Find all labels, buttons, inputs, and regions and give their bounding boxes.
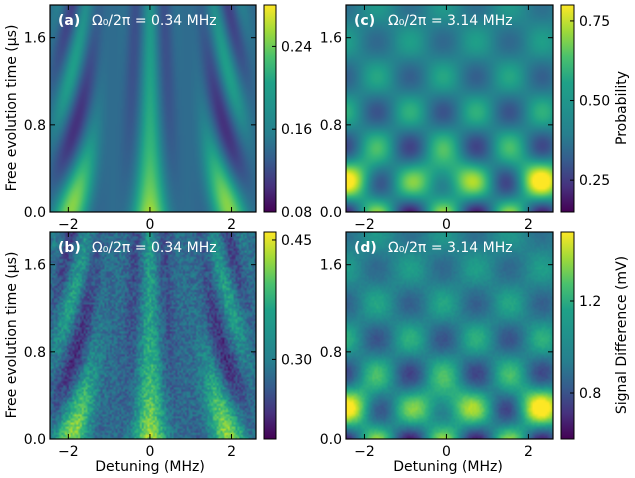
panel-tag-c: (c) xyxy=(354,13,375,29)
colorbar-c xyxy=(560,4,575,213)
x-tick-label-b: 0 xyxy=(145,444,154,460)
y-tick-label-b: 1.6 xyxy=(24,258,46,274)
heatmap-a xyxy=(50,5,256,212)
panel-annotation-d: Ω₀/2π = 3.14 MHz xyxy=(388,240,513,256)
panel-a: −2 0 2 0.0 0.8 1.6 (a) Ω₀/2π = 0.34 MHz 0.08 0.16… xyxy=(24,4,312,233)
heatmap-c xyxy=(346,5,553,212)
y-axis-title-top: Free evolution time (μs) xyxy=(4,25,20,192)
axes-frame-c xyxy=(345,4,554,213)
y-tick-label-d: 0.8 xyxy=(320,345,342,361)
colorbar-a xyxy=(263,4,277,213)
y-axis-title-bottom: Free evolution time (μs) xyxy=(4,252,20,419)
x-tick-label-c: 0 xyxy=(442,217,451,233)
y-tick-label-d: 0.0 xyxy=(320,432,342,448)
y-tick-label-b: 0.0 xyxy=(24,432,46,448)
heatmap-d xyxy=(346,232,553,439)
y-tick-label-c: 0.8 xyxy=(320,118,342,134)
panel-tag-b: (b) xyxy=(58,240,81,256)
colorbar-tick-label-a: 0.08 xyxy=(281,205,312,221)
x-tick-label-c: 2 xyxy=(524,217,533,233)
panel-annotation-a: Ω₀/2π = 0.34 MHz xyxy=(92,13,217,29)
colorbar-tick-label-d: 1.2 xyxy=(579,294,601,310)
colorbar-tick-label-a: 0.24 xyxy=(281,39,312,55)
axes-frame-b xyxy=(49,231,257,440)
colorbar-tick-label-a: 0.16 xyxy=(281,122,312,138)
panel-tag-d: (d) xyxy=(354,240,377,256)
y-tick-label-a: 1.6 xyxy=(24,31,46,47)
y-tick-label-a: 0.0 xyxy=(24,205,46,221)
y-tick-label-c: 0.0 xyxy=(320,205,342,221)
panel-annotation-c: Ω₀/2π = 3.14 MHz xyxy=(388,13,513,29)
panel-b: −2 0 2 0.0 0.8 1.6 (b) Ω₀/2π = 0.34 MHz 0.30 0.45 xyxy=(24,231,312,460)
y-tick-label-c: 1.6 xyxy=(320,31,342,47)
x-tick-label-a: 2 xyxy=(227,217,236,233)
x-tick-label-d: 2 xyxy=(524,444,533,460)
y-tick-label-b: 0.8 xyxy=(24,345,46,361)
colorbar-tick-label-c: 0.75 xyxy=(579,14,610,30)
axes-frame-d xyxy=(345,231,554,440)
panel-tag-a: (a) xyxy=(58,13,80,29)
panel-c: −2 0 2 0.0 0.8 1.6 (c) Ω₀/2π = 3.14 MHz 0.25 0.50… xyxy=(320,4,610,233)
colorbar-label-probability: Probability xyxy=(614,71,630,145)
x-tick-label-a: 0 xyxy=(145,217,154,233)
colorbar-d xyxy=(560,231,575,440)
colorbar-tick-label-b: 0.30 xyxy=(281,352,312,368)
x-tick-label-b: 2 xyxy=(227,444,236,460)
y-tick-label-a: 0.8 xyxy=(24,118,46,134)
x-axis-title-right: Detuning (MHz) xyxy=(393,459,503,475)
heatmap-b xyxy=(50,232,256,439)
colorbar-tick-label-d: 0.8 xyxy=(579,386,601,402)
x-tick-label-d: −2 xyxy=(354,444,375,460)
x-tick-label-d: 0 xyxy=(442,444,451,460)
panel-annotation-b: Ω₀/2π = 0.34 MHz xyxy=(92,240,217,256)
x-axis-title-left: Detuning (MHz) xyxy=(95,459,205,475)
axes-frame-a xyxy=(49,4,257,213)
colorbar-tick-label-c: 0.25 xyxy=(579,173,610,189)
y-tick-label-d: 1.6 xyxy=(320,258,342,274)
x-tick-label-a: −2 xyxy=(58,217,79,233)
colorbar-tick-label-c: 0.50 xyxy=(579,94,610,110)
colorbar-tick-label-b: 0.45 xyxy=(281,233,312,249)
x-tick-label-b: −2 xyxy=(58,444,79,460)
colorbar-b xyxy=(263,231,277,440)
colorbar-label-signal-difference: Signal Difference (mV) xyxy=(614,256,630,414)
panel-d: −2 0 2 0.0 0.8 1.6 (d) Ω₀/2π = 3.14 MHz 0.8 1.2 xyxy=(320,231,601,460)
x-tick-label-c: −2 xyxy=(354,217,375,233)
